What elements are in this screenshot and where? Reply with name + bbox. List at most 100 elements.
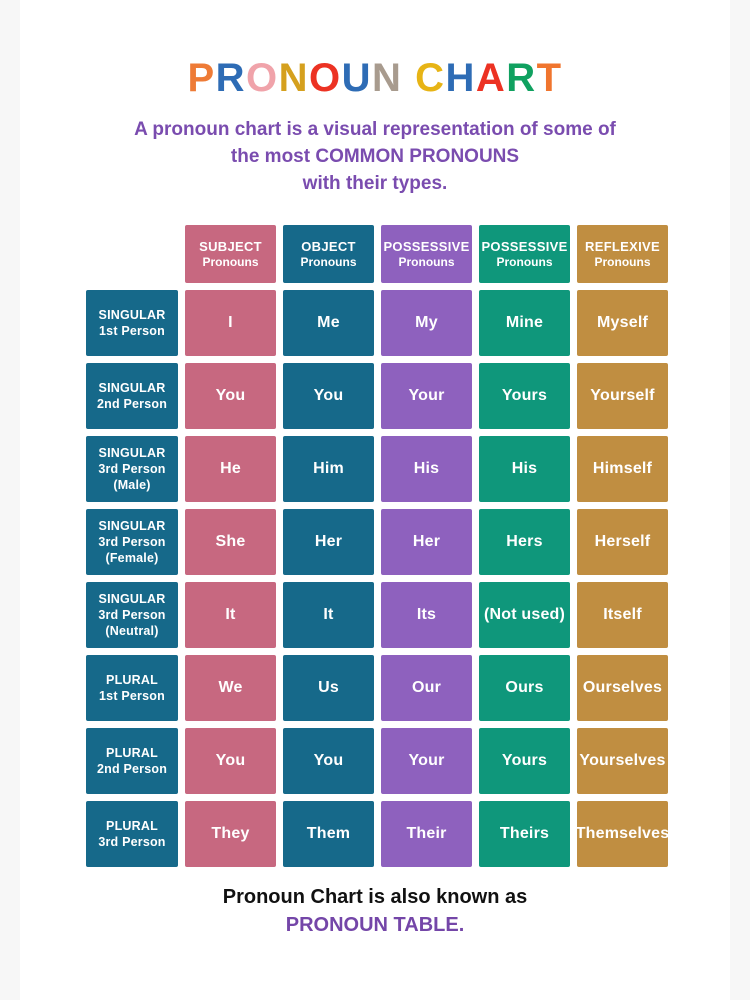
pronoun-cell: Our [381, 655, 472, 721]
row-header-line: SINGULAR [98, 519, 166, 533]
pronoun-cell: His [479, 436, 570, 502]
row-header-line: 2nd Person [96, 762, 168, 776]
column-header-sublabel: Pronouns [202, 254, 259, 269]
row-header-cell: SINGULAR 3rd Person (Neutral) [86, 582, 178, 648]
title-letter: A [475, 56, 507, 100]
pronoun-cell: Your [381, 728, 472, 794]
column-header-label: SUBJECT [199, 238, 262, 254]
row-header-cell: SINGULAR 2nd Person [86, 363, 178, 429]
pronoun-cell: Herself [577, 509, 668, 575]
row-header-line: SINGULAR [98, 381, 166, 395]
pronoun-cell: Her [381, 509, 472, 575]
footer-line-1: Pronoun Chart is also known as [222, 886, 528, 908]
pronoun-cell: It [283, 582, 374, 648]
poster-footer: Pronoun Chart is also known as PRONOUN T… [0, 883, 750, 939]
row-header-line: PLURAL [106, 819, 158, 833]
title-letter: R [215, 56, 247, 100]
pronoun-cell: You [185, 363, 276, 429]
row-header-cell: PLURAL 3rd Person [86, 801, 178, 867]
pronoun-cell: Me [283, 290, 374, 356]
pronoun-cell: I [185, 290, 276, 356]
column-header-cell: POSSESSIVE Pronouns [381, 225, 472, 283]
pronoun-cell: Ourselves [577, 655, 668, 721]
title-letter: N [278, 56, 310, 100]
pronoun-cell: They [185, 801, 276, 867]
column-header-label: POSSESSIVE [481, 238, 568, 254]
column-header-cell: REFLEXIVE Pronouns [577, 225, 668, 283]
pronoun-cell: Yours [479, 728, 570, 794]
pronoun-cell: Yourselves [577, 728, 668, 794]
row-header-line: 3rd Person [98, 835, 166, 849]
title-letter: N [372, 56, 403, 100]
title-letter [402, 56, 415, 100]
row-header-line: PLURAL [106, 746, 158, 760]
column-header-sublabel: Pronouns [300, 254, 357, 269]
pronoun-cell: Him [283, 436, 374, 502]
pronoun-cell: You [283, 728, 374, 794]
column-header-label: POSSESSIVE [383, 238, 470, 254]
title-letter: R [506, 56, 537, 100]
title-letter: P [187, 56, 216, 100]
column-header-cell: OBJECT Pronouns [283, 225, 374, 283]
pronoun-cell: You [185, 728, 276, 794]
pronoun-cell: It [185, 582, 276, 648]
row-header-line: PLURAL [106, 673, 158, 687]
row-header-cell: SINGULAR 3rd Person (Female) [86, 509, 178, 575]
pronoun-cell: He [185, 436, 276, 502]
row-header-cell: SINGULAR 3rd Person (Male) [86, 436, 178, 502]
pronoun-cell: Themselves [576, 801, 669, 867]
pronoun-cell: My [381, 290, 472, 356]
title-letter: C [415, 56, 446, 100]
pronoun-cell: Himself [577, 436, 668, 502]
column-header-sublabel: Pronouns [398, 254, 455, 269]
pronoun-cell: She [185, 509, 276, 575]
row-header-line: 1st Person [99, 324, 165, 338]
pronoun-cell: Itself [577, 582, 668, 648]
row-header-line: (Female) [105, 551, 159, 565]
pronoun-cell: Your [381, 363, 472, 429]
column-header-cell: SUBJECT Pronouns [185, 225, 276, 283]
column-header-sublabel: Pronouns [594, 254, 651, 269]
column-header-label: REFLEXIVE [585, 238, 660, 254]
pronoun-cell: Hers [479, 509, 570, 575]
poster-subtitle: A pronoun chart is a visual representati… [0, 116, 750, 197]
pronoun-cell: Us [283, 655, 374, 721]
column-header-label: OBJECT [301, 238, 356, 254]
column-header-cell: POSSESSIVE Pronouns [479, 225, 570, 283]
subtitle-line: with their types. [302, 173, 448, 194]
pronoun-cell: Yours [479, 363, 570, 429]
title-letter: T [536, 56, 563, 100]
row-header-line: 3rd Person [98, 535, 166, 549]
pronoun-cell: His [381, 436, 472, 502]
row-header-line: SINGULAR [98, 592, 166, 606]
pronoun-cell: Myself [577, 290, 668, 356]
table-corner-spacer [86, 225, 178, 283]
row-header-line: 3rd Person [98, 462, 166, 476]
row-header-line: SINGULAR [98, 308, 166, 322]
title-letter: U [341, 56, 373, 100]
row-header-line: SINGULAR [98, 446, 166, 460]
subtitle-line: the most COMMON PRONOUNS [230, 146, 520, 167]
pronoun-cell: Mine [479, 290, 570, 356]
left-margin-strip [0, 0, 20, 1000]
row-header-line: (Neutral) [105, 624, 159, 638]
pronoun-cell: (Not used) [479, 582, 570, 648]
pronoun-cell: We [185, 655, 276, 721]
pronoun-cell: Them [283, 801, 374, 867]
row-header-cell: SINGULAR 1st Person [86, 290, 178, 356]
row-header-cell: PLURAL 1st Person [86, 655, 178, 721]
column-header-sublabel: Pronouns [496, 254, 553, 269]
title-letter: O [309, 56, 342, 100]
pronoun-cell: Yourself [577, 363, 668, 429]
title-letter: O [246, 56, 279, 100]
page-title: PRONOUN CHART [0, 56, 750, 101]
pronoun-cell: Her [283, 509, 374, 575]
title-letter: H [445, 56, 476, 100]
row-header-line: (Male) [113, 478, 151, 492]
pronoun-cell: Their [381, 801, 472, 867]
row-header-line: 1st Person [99, 689, 165, 703]
footer-line-2: PRONOUN TABLE. [285, 914, 465, 936]
pronoun-cell: Ours [479, 655, 570, 721]
pronoun-cell: Its [381, 582, 472, 648]
